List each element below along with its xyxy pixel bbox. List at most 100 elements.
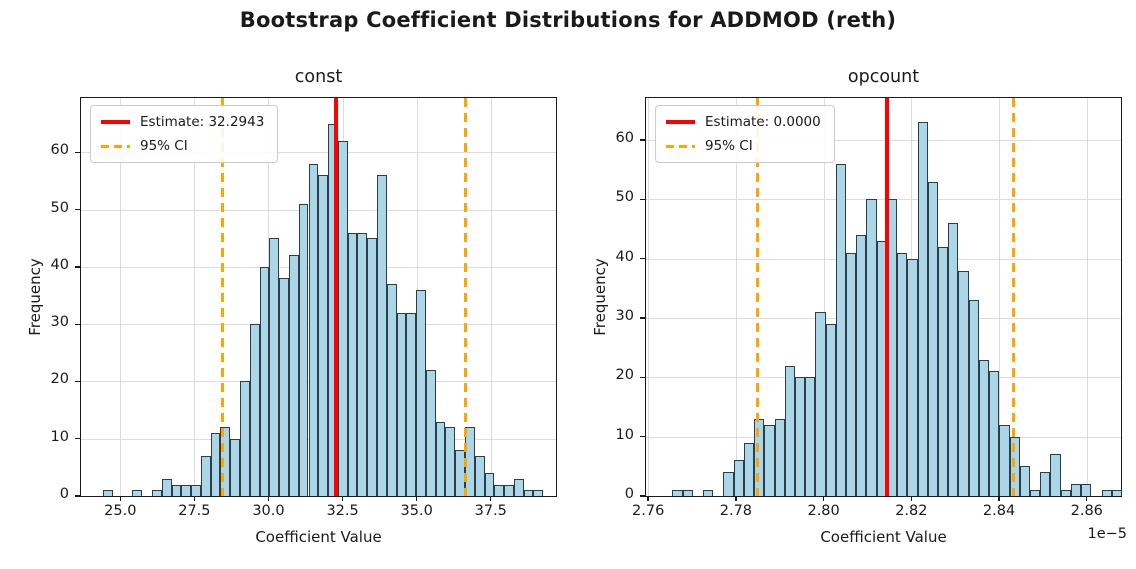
histogram-bar [445,427,456,496]
legend-entry-ci: 95% CI [666,138,821,154]
estimate-line-swatch [666,120,695,124]
axes-opcount: opcount Estimate: 0.0000 95% CI Coeffici… [591,67,1127,546]
histogram-bar [474,455,485,496]
histogram-bar [425,370,436,496]
x-tick-mark [490,496,492,501]
legend-ci-label: 95% CI [705,138,753,154]
x-tick-mark [415,496,418,501]
axis-offset-text: 1e−5 [1087,526,1127,542]
histogram-bar [897,252,908,496]
y-tick-mark [639,258,645,260]
histogram-bar [406,312,417,496]
x-tick-label: 37.5 [474,503,507,519]
histogram-bar [132,490,143,496]
legend-entry-ci: 95% CI [101,138,264,154]
histogram-bar [815,312,826,496]
histogram-bar [269,238,280,496]
x-tick-mark [735,496,737,501]
histogram-bar [230,438,241,496]
histogram-bar [298,203,309,496]
histogram-bar [347,232,358,496]
histogram-bar [357,232,368,496]
estimate-line [334,98,339,496]
histogram-bar [318,175,329,496]
x-tick-label: 25.0 [104,503,137,519]
ci-bound-line [221,98,225,496]
subplot-title-opcount: opcount [847,67,920,87]
y-gridline [81,152,556,154]
histogram-bar [907,258,918,496]
histogram-bar [386,284,397,496]
ci-line-swatch [101,144,130,148]
y-tick-label: 50 [50,199,69,216]
x-tick-mark [822,496,825,501]
histogram-bar [435,421,446,496]
legend-estimate-label: Estimate: 32.2943 [140,114,265,130]
y-tick-mark [74,208,80,211]
y-tick-mark [74,323,80,325]
y-tick-mark [74,266,80,268]
histogram-bar [835,163,847,496]
y-tick-label: 0 [59,486,69,502]
histogram-bar [784,365,795,496]
y-gridline [646,140,1121,142]
histogram-bar [181,484,192,496]
y-tick-mark [74,495,80,497]
histogram-bar [927,181,939,496]
histogram-bar [337,140,348,496]
y-tick-mark [74,151,80,154]
x-tick-label: 2.82 [895,503,928,519]
histogram-bar [1081,484,1092,496]
y-tick-label: 40 [50,256,69,273]
y-tick-label: 10 [615,426,634,443]
subplot-title-const: const [294,67,343,87]
histogram-bar [171,484,182,496]
histogram-bar [723,472,734,496]
histogram-bar [249,324,260,496]
legend-const: Estimate: 32.2943 95% CI [90,105,279,163]
x-tick-mark [647,496,649,501]
estimate-line [885,98,890,496]
x-gridline [823,98,825,496]
histogram-bar [1060,490,1071,496]
y-tick-mark [639,435,645,438]
histogram-bar [846,252,857,496]
histogram-bar [376,175,387,496]
histogram-bar [494,484,505,496]
histogram-bar [1050,454,1061,496]
legend-entry-estimate: Estimate: 32.2943 [101,114,264,130]
histogram-bar [948,223,959,496]
histogram-bar [484,473,495,496]
x-gridline [648,98,650,496]
histogram-bar [825,324,836,496]
legend-opcount: Estimate: 0.0000 95% CI [655,105,835,163]
histogram-bar [856,235,867,496]
x-axis-label: Coefficient Value [820,528,947,546]
histogram-bar [152,490,162,496]
histogram-bar [210,433,221,496]
histogram-bar [774,418,785,496]
histogram-bar [1040,472,1051,496]
x-tick-mark [910,496,913,501]
y-tick-mark [639,376,645,379]
x-tick-label: 2.80 [807,503,840,519]
histogram-bar [702,490,714,496]
ci-bound-line [464,98,468,496]
x-gridline [999,98,1001,496]
histogram-bar [1070,484,1082,496]
legend-ci-label: 95% CI [140,138,188,154]
histogram-bar [288,255,299,496]
x-tick-mark [119,496,121,501]
histogram-bar [917,122,928,496]
x-gridline [120,98,122,496]
histogram-bar [523,490,534,496]
histogram-bar [1029,490,1041,496]
x-tick-label: 30.0 [252,503,285,519]
y-tick-label: 10 [50,428,69,445]
x-tick-label: 35.0 [400,503,433,519]
histogram-bar [1101,490,1112,496]
y-tick-mark [74,438,80,440]
histogram-bar [416,289,426,496]
x-tick-mark [998,496,1000,501]
y-axis-label: Frequency [591,258,609,336]
